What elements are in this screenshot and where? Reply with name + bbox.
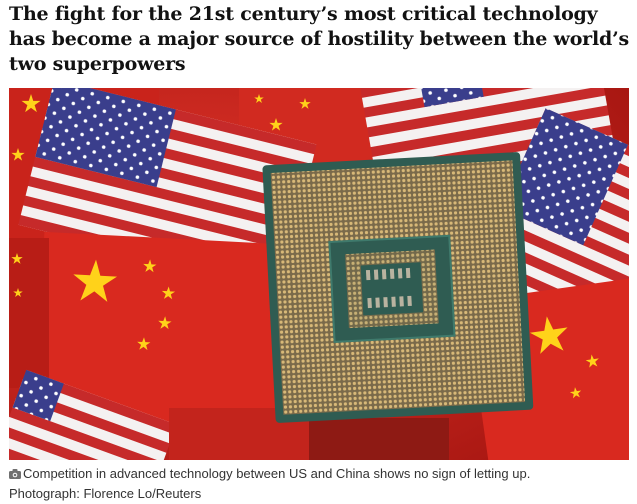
photo-credit: Photograph: Florence Lo/Reuters: [9, 486, 202, 501]
article-photo: [9, 88, 629, 460]
photo-caption: Competition in advanced technology betwe…: [9, 464, 631, 503]
china-flag-lower-left: [34, 231, 295, 435]
china-flag-left-edge: [9, 238, 49, 388]
camera-icon: [9, 465, 23, 484]
cpu-chip: [262, 152, 534, 423]
article-headline: The fight for the 21st century’s most cr…: [9, 3, 630, 75]
china-flag-bottom: [169, 408, 449, 460]
us-flag-bottom-left: [9, 369, 177, 460]
caption-text: Competition in advanced technology betwe…: [23, 466, 531, 481]
